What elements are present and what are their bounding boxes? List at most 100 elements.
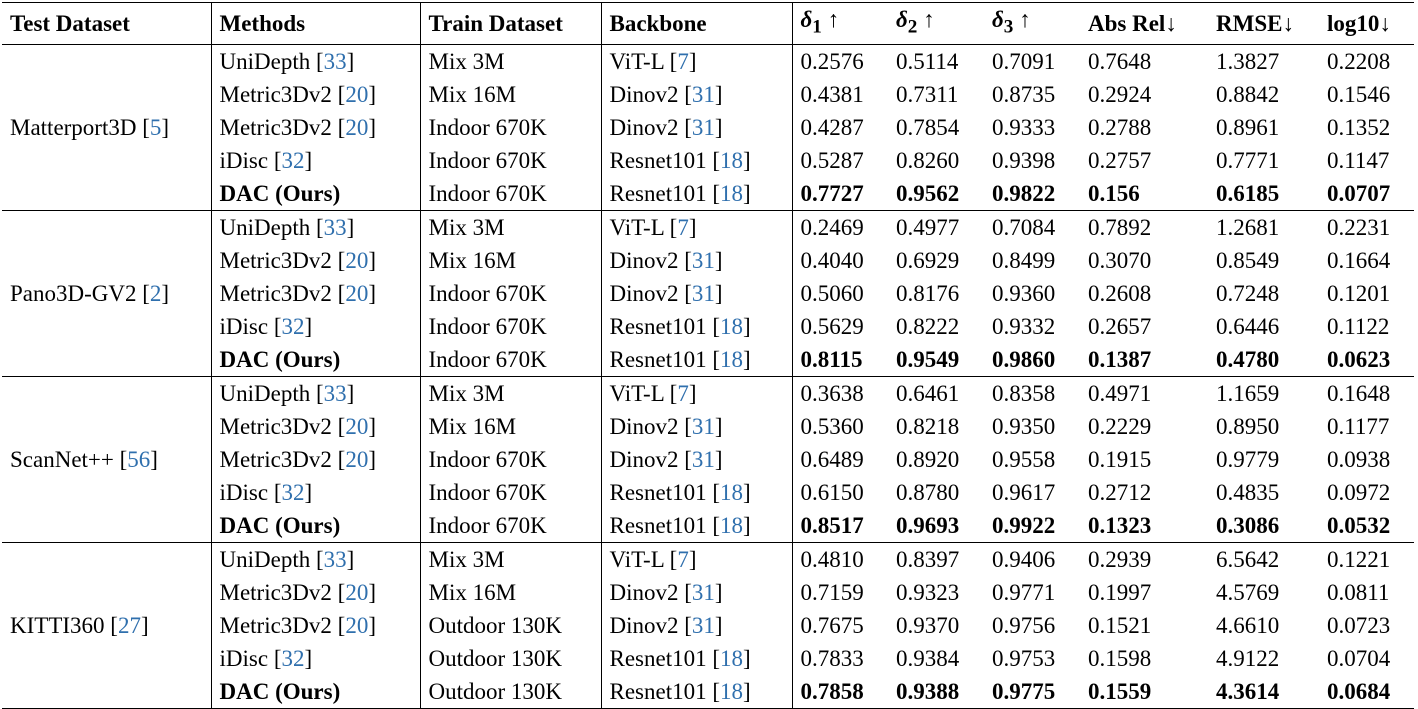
- citation-link[interactable]: 18: [720, 147, 744, 173]
- citation-link[interactable]: 32: [281, 313, 305, 339]
- abs-rel-cell: 0.1521: [1088, 612, 1152, 638]
- delta1-cell: 0.4381: [800, 81, 864, 107]
- method-name: UniDepth: [219, 546, 311, 572]
- citation-link[interactable]: 56: [127, 446, 151, 472]
- delta2-cell: 0.8397: [896, 546, 960, 572]
- backbone-name: Dinov2: [609, 413, 679, 439]
- delta2-cell: 0.8920: [896, 446, 960, 472]
- train-dataset-cell: Mix 3M: [420, 542, 602, 576]
- method-name: UniDepth: [219, 380, 311, 406]
- citation-link[interactable]: 32: [281, 479, 305, 505]
- delta1-cell: 0.2469: [800, 214, 864, 240]
- citation-link[interactable]: 18: [720, 678, 744, 704]
- citation-link[interactable]: 7: [677, 48, 689, 74]
- backbone-name: Dinov2: [609, 612, 679, 638]
- delta3-cell: 0.9398: [992, 147, 1056, 173]
- header-delta3: δ3 ↑: [992, 7, 1031, 38]
- delta2-cell: 0.8260: [896, 147, 960, 173]
- dataset-group: ScanNet++ [56] UniDepth [33] Mix 3M ViT-L […: [2, 376, 1414, 543]
- backbone-name: ViT-L: [609, 214, 664, 240]
- test-dataset-cell: Matterport3D [5]: [2, 44, 212, 211]
- train-dataset-cell: Indoor 670K: [420, 342, 602, 377]
- delta2-cell: 0.7311: [896, 81, 959, 107]
- header-row: Test Dataset Methods Train Dataset Backb…: [2, 2, 1414, 45]
- method-name: UniDepth: [219, 214, 311, 240]
- dataset-group: KITTI360 [27] UniDepth [33] Mix 3M ViT-L [7…: [2, 542, 1414, 709]
- delta3-cell: 0.7091: [992, 48, 1056, 74]
- citation-link[interactable]: 33: [323, 546, 347, 572]
- delta1-cell: 0.5287: [800, 147, 864, 173]
- citation-link[interactable]: 31: [691, 81, 715, 107]
- citation-link[interactable]: 18: [720, 512, 744, 538]
- citation-link[interactable]: 31: [691, 579, 715, 605]
- log10-cell: 0.1177: [1327, 413, 1390, 439]
- citation-link[interactable]: 33: [323, 380, 347, 406]
- citation-link[interactable]: 33: [323, 214, 347, 240]
- method-name: iDisc: [219, 313, 269, 339]
- citation-link[interactable]: 18: [720, 645, 744, 671]
- train-dataset-cell: Mix 16M: [420, 575, 602, 609]
- delta2-cell: 0.6461: [896, 380, 960, 406]
- citation-link[interactable]: 20: [345, 81, 369, 107]
- citation-link[interactable]: 27: [117, 612, 141, 638]
- citation-link[interactable]: 20: [345, 612, 369, 638]
- delta2-cell: 0.9370: [896, 612, 960, 638]
- dataset-group: Matterport3D [5] UniDepth [33] Mix 3M ViT-L…: [2, 44, 1414, 211]
- method-cell: DAC (Ours): [211, 508, 421, 543]
- citation-link[interactable]: 18: [720, 313, 744, 339]
- citation-link[interactable]: 2: [149, 280, 162, 306]
- header-delta1: δ1 ↑: [800, 7, 840, 38]
- method-cell: UniDepth [33]: [211, 210, 421, 244]
- citation-link[interactable]: 7: [677, 380, 689, 406]
- citation-link[interactable]: 31: [691, 612, 715, 638]
- citation-link[interactable]: 32: [281, 147, 305, 173]
- train-dataset-cell: Mix 16M: [420, 243, 602, 277]
- citation-link[interactable]: 20: [345, 280, 369, 306]
- train-dataset-cell: Indoor 670K: [420, 276, 602, 310]
- dataset-name: KITTI360: [10, 612, 105, 638]
- citation-link[interactable]: 18: [720, 346, 744, 372]
- method-name: Metric3Dv2: [219, 280, 332, 306]
- log10-cell: 0.0532: [1327, 512, 1391, 538]
- citation-link[interactable]: 5: [149, 114, 162, 140]
- backbone-cell: Resnet101 [18]: [601, 309, 793, 343]
- citation-link[interactable]: 31: [691, 280, 715, 306]
- method-name: Metric3Dv2: [219, 114, 332, 140]
- citation-link[interactable]: 31: [691, 114, 715, 140]
- citation-link[interactable]: 20: [345, 413, 369, 439]
- citation-link[interactable]: 20: [345, 446, 369, 472]
- backbone-cell: Dinov2 [31]: [601, 442, 793, 476]
- method-cell: UniDepth [33]: [211, 542, 421, 576]
- train-dataset-cell: Outdoor 130K: [420, 641, 602, 675]
- citation-link[interactable]: 18: [720, 479, 744, 505]
- dataset-name: Pano3D-GV2: [10, 280, 137, 306]
- citation-link[interactable]: 7: [677, 214, 689, 240]
- rmse-cell: 0.4780: [1216, 346, 1280, 372]
- abs-rel-cell: 0.3070: [1088, 247, 1152, 273]
- citation-link[interactable]: 31: [691, 446, 715, 472]
- citation-link[interactable]: 32: [281, 645, 305, 671]
- backbone-cell: Dinov2 [31]: [601, 575, 793, 609]
- method-name: Metric3Dv2: [219, 579, 332, 605]
- delta1-cell: 0.4040: [800, 247, 864, 273]
- method-cell: DAC (Ours): [211, 342, 421, 377]
- table-row: iDisc [32] Outdoor 130K Resnet101 [18] 0.78…: [2, 641, 1414, 675]
- citation-link[interactable]: 20: [345, 114, 369, 140]
- citation-link[interactable]: 7: [677, 546, 689, 572]
- method-suffix: (Ours): [269, 678, 341, 704]
- citation-link[interactable]: 31: [691, 413, 715, 439]
- citation-link[interactable]: 20: [345, 579, 369, 605]
- abs-rel-cell: 0.1323: [1088, 512, 1152, 538]
- rmse-cell: 0.6185: [1216, 180, 1280, 206]
- method-cell: Metric3Dv2 [20]: [211, 442, 421, 476]
- method-name: DAC: [219, 512, 270, 538]
- log10-cell: 0.0723: [1327, 612, 1391, 638]
- rmse-cell: 4.3614: [1216, 678, 1280, 704]
- method-cell: UniDepth [33]: [211, 44, 421, 78]
- citation-link[interactable]: 31: [691, 247, 715, 273]
- method-cell: iDisc [32]: [211, 475, 421, 509]
- citation-link[interactable]: 18: [720, 180, 744, 206]
- citation-link[interactable]: 33: [323, 48, 347, 74]
- abs-rel-cell: 0.2757: [1088, 147, 1152, 173]
- citation-link[interactable]: 20: [345, 247, 369, 273]
